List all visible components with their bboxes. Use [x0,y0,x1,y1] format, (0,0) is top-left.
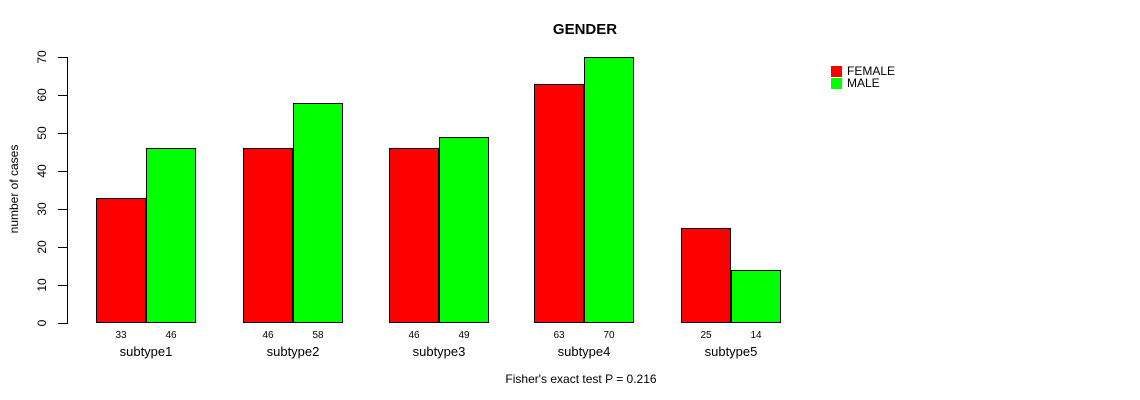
bar-value-male-subtype2: 58 [312,330,324,341]
y-tick-label-70: 70 [35,50,49,64]
x-category-label-subtype1: subtype1 [119,344,173,359]
bar-female-subtype1 [96,197,146,323]
legend-row-male: MALE [831,76,895,90]
y-tick-40 [58,171,68,172]
y-tick-label-20: 20 [35,240,49,254]
legend-label-male: MALE [847,76,880,90]
y-tick-50 [58,133,68,134]
legend-swatch-male [831,78,842,89]
y-tick-label-50: 50 [35,126,49,140]
x-category-label-subtype2: subtype2 [266,344,320,359]
bar-value-male-subtype3: 49 [458,330,470,341]
legend-label-female: FEMALE [847,64,896,78]
bar-value-male-subtype5: 14 [750,330,762,341]
bar-male-subtype2 [293,102,343,323]
x-category-label-subtype3: subtype3 [412,344,466,359]
bar-female-subtype4 [534,83,584,323]
bar-female-subtype2 [243,148,293,323]
bar-value-female-subtype4: 63 [553,330,565,341]
y-tick-label-30: 30 [35,202,49,216]
legend-swatch-female [831,66,842,77]
y-axis-line [67,57,68,324]
y-tick-0 [58,323,68,324]
bar-female-subtype3 [389,148,439,323]
bar-male-subtype5 [731,269,781,323]
bar-value-female-subtype2: 46 [262,330,274,341]
y-tick-label-10: 10 [35,278,49,292]
x-category-label-subtype5: subtype5 [704,344,758,359]
y-tick-label-0: 0 [35,319,49,327]
bar-male-subtype1 [146,148,196,323]
bar-value-female-subtype5: 25 [700,330,712,341]
bar-female-subtype5 [681,228,731,323]
bar-male-subtype3 [439,136,489,323]
y-tick-20 [58,247,68,248]
chart-title: GENDER [552,21,618,38]
y-tick-60 [58,95,68,96]
y-tick-label-40: 40 [35,164,49,178]
x-category-label-subtype4: subtype4 [557,344,611,359]
bar-male-subtype4 [584,57,634,323]
bar-value-male-subtype4: 70 [603,330,615,341]
bar-value-female-subtype3: 46 [408,330,420,341]
legend: FEMALE MALE [831,64,896,90]
y-tick-70 [58,57,68,58]
bar-value-female-subtype1: 33 [115,330,127,341]
y-tick-label-60: 60 [35,88,49,102]
y-axis-title: number of cases [7,144,21,234]
y-tick-10 [58,285,68,286]
legend-row-female: FEMALE [831,64,896,78]
bar-value-male-subtype1: 46 [165,330,177,341]
fisher-test-annotation: Fisher's exact test P = 0.216 [505,372,657,386]
y-tick-30 [58,209,68,210]
